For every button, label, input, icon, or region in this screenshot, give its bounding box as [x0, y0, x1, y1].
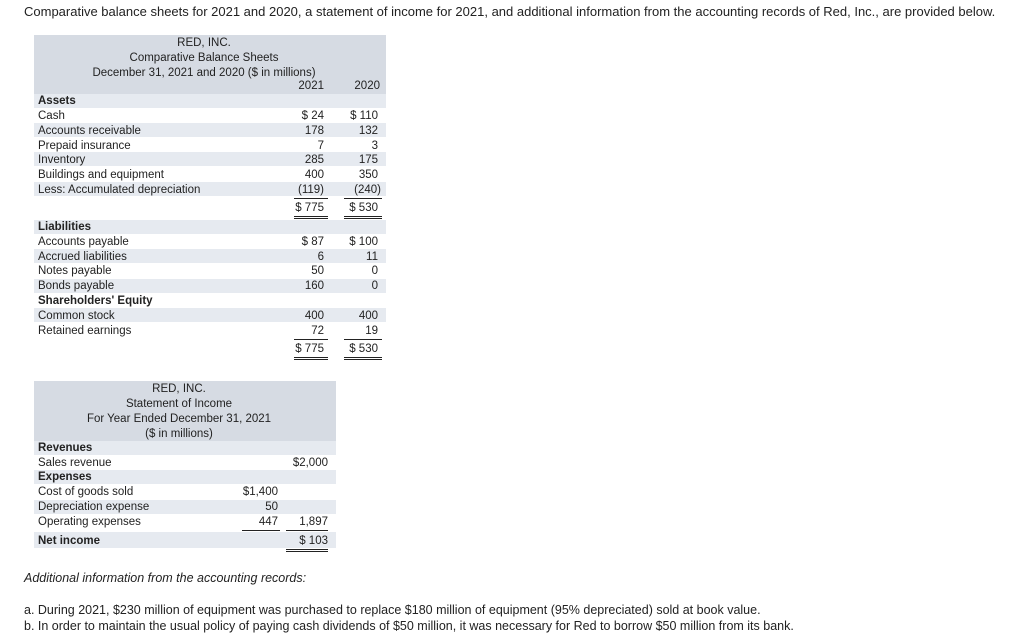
liability-value-2020: 0	[371, 280, 378, 292]
liability-label: Bonds payable	[38, 280, 115, 292]
assets-heading: Assets	[38, 95, 76, 107]
asset-label: Prepaid insurance	[38, 140, 131, 152]
asset-value-2020: 132	[358, 125, 378, 137]
liability-label: Notes payable	[38, 265, 112, 277]
asset-value-2020: 3	[371, 140, 378, 152]
liability-value-2021: 6	[317, 251, 324, 263]
equity-label: Common stock	[38, 310, 115, 322]
is-company: RED, INC.	[152, 383, 206, 395]
note-a: a. During 2021, $230 million of equipmen…	[24, 603, 761, 617]
note-b: b. In order to maintain the usual policy…	[24, 619, 794, 633]
liability-label: Accrued liabilities	[38, 251, 127, 263]
asset-value-2021: 285	[304, 154, 324, 166]
asset-value-2020: $ 110	[350, 110, 378, 122]
bs-company: RED, INC.	[177, 37, 231, 49]
bs-col-2020: 2020	[354, 80, 380, 92]
income-statement-header-band	[34, 381, 336, 441]
equity-value-2021: 72	[311, 325, 324, 337]
bs-title: Comparative Balance Sheets	[129, 52, 279, 64]
expense-value: 50	[265, 501, 278, 513]
equity-heading: Shareholders' Equity	[38, 295, 153, 307]
liability-value-2021: $ 87	[301, 236, 324, 248]
subtotal-rule	[344, 339, 382, 340]
equity-label: Retained earnings	[38, 325, 132, 337]
liability-value-2020: 11	[366, 251, 378, 263]
sales-revenue-value: $2,000	[292, 457, 328, 469]
subtotal-rule	[294, 339, 328, 340]
balance-sheet-header-band	[34, 35, 386, 94]
asset-value-2021: $ 24	[301, 110, 324, 122]
asset-value-2020: (240)	[354, 184, 381, 196]
subtotal-rule	[294, 198, 328, 199]
expense-label: Depreciation expense	[38, 501, 150, 513]
is-units: ($ in millions)	[145, 428, 213, 440]
asset-label: Accounts receivable	[38, 125, 141, 137]
expense-value: $1,400	[242, 486, 278, 498]
asset-label: Cash	[38, 110, 65, 122]
liab-equity-total-2021: $ 775	[295, 343, 324, 355]
liability-value-2021: 160	[304, 280, 324, 292]
asset-value-2020: 350	[358, 169, 378, 181]
expenses-heading: Expenses	[38, 471, 92, 483]
intro-text: Comparative balance sheets for 2021 and …	[24, 4, 996, 19]
expense-label: Operating expenses	[38, 516, 141, 528]
equity-value-2020: 400	[358, 310, 378, 322]
asset-label: Less: Accumulated depreciation	[38, 184, 201, 196]
asset-label: Inventory	[38, 154, 86, 166]
asset-value-2021: 400	[304, 169, 324, 181]
expenses-total: 1,897	[299, 516, 328, 528]
expense-value: 447	[258, 516, 278, 528]
bs-period: December 31, 2021 and 2020 ($ in million…	[92, 67, 316, 79]
is-title: Statement of Income	[125, 398, 233, 410]
assets-total-2020: $ 530	[349, 202, 378, 214]
liability-value-2021: 50	[311, 265, 324, 277]
bs-col-2021: 2021	[298, 80, 324, 92]
liability-label: Accounts payable	[38, 236, 129, 248]
sales-revenue-label: Sales revenue	[38, 457, 112, 469]
asset-value-2021: 178	[304, 125, 324, 137]
asset-value-2021: (119)	[298, 184, 324, 196]
assets-total-2021: $ 775	[295, 202, 324, 214]
liab-equity-total-2020: $ 530	[349, 343, 378, 355]
additional-info-heading: Additional information from the accounti…	[24, 571, 307, 585]
asset-value-2021: 7	[317, 140, 324, 152]
asset-value-2020: 175	[358, 154, 378, 166]
asset-label: Buildings and equipment	[38, 169, 164, 181]
expense-label: Cost of goods sold	[38, 486, 134, 498]
liabilities-heading: Liabilities	[38, 221, 92, 233]
is-period: For Year Ended December 31, 2021	[86, 413, 272, 425]
liability-value-2020: 0	[371, 265, 378, 277]
net-income-value: $ 103	[299, 535, 328, 547]
net-income-label: Net income	[38, 535, 100, 547]
subtotal-rule	[344, 198, 382, 199]
equity-value-2020: 19	[365, 325, 378, 337]
liability-value-2020: $ 100	[349, 236, 378, 248]
equity-value-2021: 400	[304, 310, 324, 322]
revenues-heading: Revenues	[38, 442, 93, 454]
